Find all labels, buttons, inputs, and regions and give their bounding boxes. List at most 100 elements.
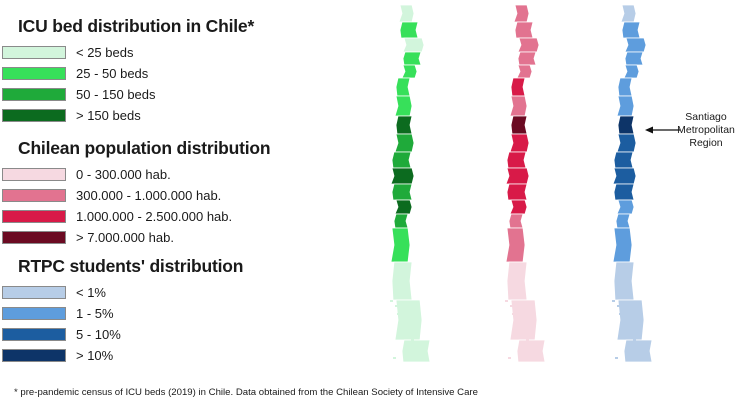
legend-icu-title: ICU bed distribution in Chile* xyxy=(18,16,255,36)
map-region xyxy=(624,51,644,66)
legend-swatch xyxy=(2,189,66,202)
map-region xyxy=(394,133,415,153)
legend-rtpc-title: RTPC students' distribution xyxy=(18,256,244,276)
map-region xyxy=(516,64,533,79)
legend-label: 0 - 300.000 hab. xyxy=(76,167,171,182)
legend-swatch xyxy=(2,109,66,122)
map-region xyxy=(390,227,411,263)
legend-item: 0 - 300.000 hab. xyxy=(2,165,270,184)
map-region xyxy=(394,199,413,215)
legend-item: 5 - 10% xyxy=(2,325,243,344)
map-island xyxy=(640,352,643,354)
map-region xyxy=(506,183,528,201)
map-island xyxy=(526,339,529,341)
annotation-line: Region xyxy=(689,137,723,149)
map-region xyxy=(391,261,413,301)
legend-swatch xyxy=(2,168,66,181)
legend-label: 50 - 150 beds xyxy=(76,87,156,102)
legend-label: < 1% xyxy=(76,285,106,300)
legend-population: Chilean population distribution 0 - 300.… xyxy=(2,138,271,249)
map-region xyxy=(623,339,653,363)
legend-label: < 25 beds xyxy=(76,45,134,60)
map-island xyxy=(416,344,419,346)
map-island xyxy=(411,339,414,341)
map-region xyxy=(391,151,412,169)
legend-item: 1 - 5% xyxy=(2,304,243,323)
map-island xyxy=(508,357,511,359)
legend-label: > 150 beds xyxy=(76,108,141,123)
legend-swatch xyxy=(2,67,66,80)
legend-item: < 1% xyxy=(2,283,243,302)
map-region xyxy=(616,133,637,153)
legend-swatch xyxy=(2,328,66,341)
map-region xyxy=(402,37,425,53)
legend-rtpc-students: RTPC students' distribution < 1% 1 - 5% … xyxy=(2,256,243,367)
map-region xyxy=(517,37,540,53)
legend-swatch xyxy=(2,307,66,320)
map-region xyxy=(394,299,423,341)
legend-label: > 7.000.000 hab. xyxy=(76,230,174,245)
map-region xyxy=(390,167,415,185)
legend-icu-beds: ICU bed distribution in Chile* < 25 beds… xyxy=(2,16,254,127)
map-island xyxy=(517,318,520,320)
map-region xyxy=(616,95,635,117)
map-island xyxy=(390,300,393,302)
map-island xyxy=(633,339,636,341)
legend-item: > 7.000.000 hab. xyxy=(2,228,270,247)
map-region xyxy=(508,213,524,229)
map-region xyxy=(624,37,647,53)
map-region xyxy=(613,183,635,201)
legend-population-title: Chilean population distribution xyxy=(18,138,271,158)
map-island xyxy=(393,357,396,359)
map-island xyxy=(519,326,522,328)
map-region xyxy=(391,183,413,201)
legend-item: 25 - 50 beds xyxy=(2,64,254,83)
legend-swatch xyxy=(2,231,66,244)
map-island xyxy=(626,326,629,328)
map-region xyxy=(509,133,530,153)
map-region xyxy=(620,4,637,23)
legend-item: 300.000 - 1.000.000 hab. xyxy=(2,186,270,205)
legend-label: > 10% xyxy=(76,348,114,363)
map-region xyxy=(617,115,635,135)
map-island xyxy=(397,313,400,315)
map-region xyxy=(616,199,635,215)
legend-swatch xyxy=(2,349,66,362)
map-island xyxy=(615,357,618,359)
map-region xyxy=(509,299,538,341)
map-icu-beds xyxy=(390,4,431,363)
map-island xyxy=(404,326,407,328)
map-region xyxy=(617,77,633,97)
map-island xyxy=(533,352,536,354)
legend-item: 1.000.000 - 2.500.000 hab. xyxy=(2,207,270,226)
legend-label: 300.000 - 1.000.000 hab. xyxy=(76,188,222,203)
annotation-line: Santiago xyxy=(685,111,727,123)
map-region xyxy=(506,261,528,301)
legend-item: > 10% xyxy=(2,346,243,365)
map-region xyxy=(612,227,633,263)
map-region xyxy=(612,167,637,185)
legend-swatch xyxy=(2,210,66,223)
map-region xyxy=(401,64,418,79)
map-region xyxy=(623,64,640,79)
map-region xyxy=(395,77,411,97)
map-region xyxy=(393,213,409,229)
map-region xyxy=(401,339,431,363)
map-island xyxy=(624,318,627,320)
map-island xyxy=(612,300,615,302)
map-region xyxy=(510,77,526,97)
annotation-line: Metropolitan xyxy=(677,124,735,136)
footnote: * pre-pandemic census of ICU beds (2019)… xyxy=(14,387,478,398)
map-island xyxy=(531,344,534,346)
map-island xyxy=(619,313,622,315)
legend-item: > 150 beds xyxy=(2,106,254,125)
map-island xyxy=(510,305,513,307)
legend-swatch xyxy=(2,88,66,101)
map-region xyxy=(402,51,422,66)
map-island xyxy=(617,305,620,307)
map-region xyxy=(398,4,415,23)
santiago-annotation: Santiago Metropolitan Region xyxy=(677,111,735,150)
map-island xyxy=(631,331,634,333)
legend-label: 5 - 10% xyxy=(76,327,121,342)
